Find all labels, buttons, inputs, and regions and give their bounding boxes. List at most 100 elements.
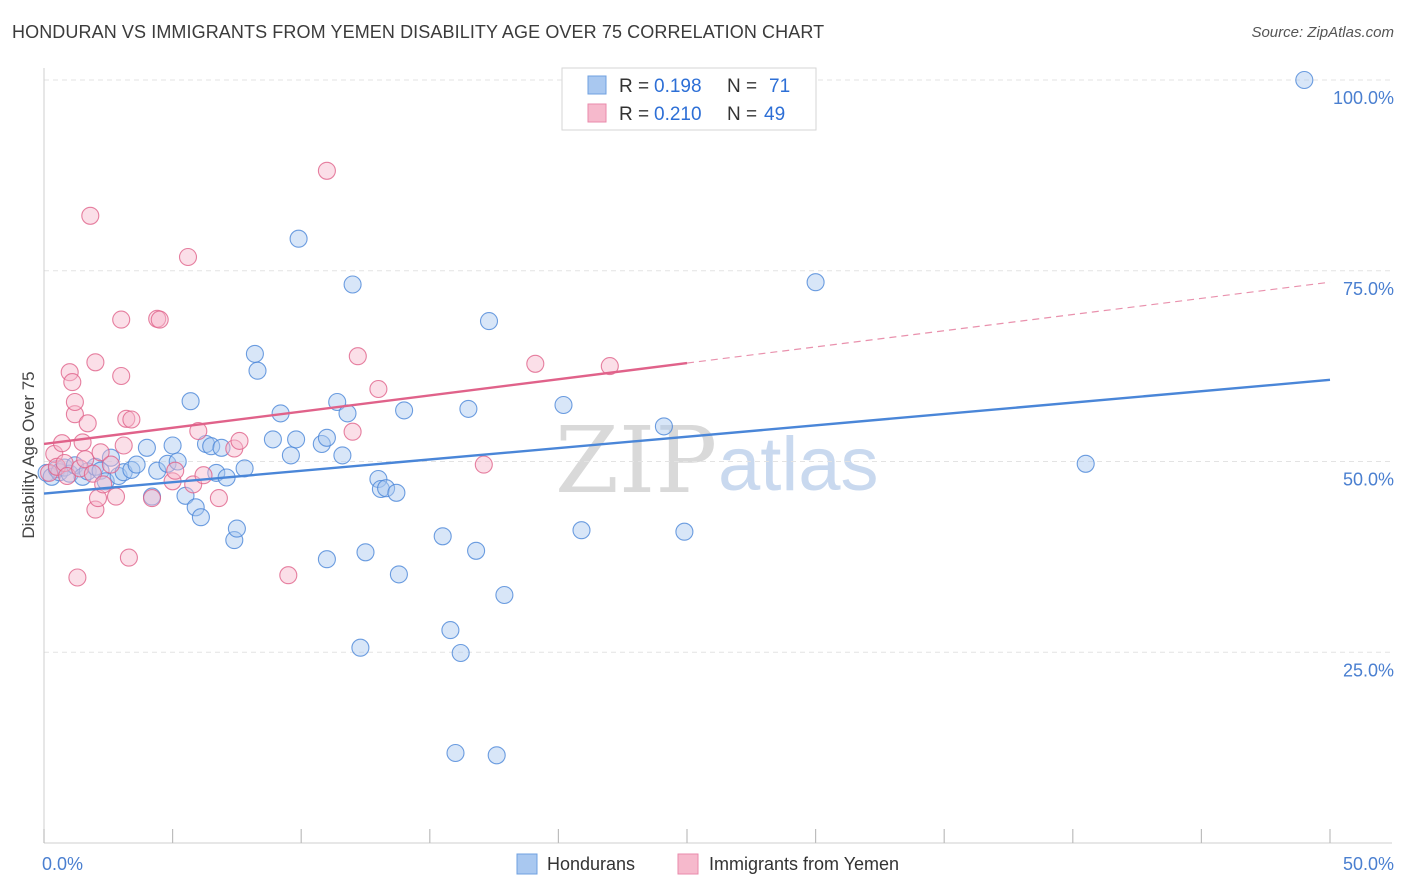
- chart-title: HONDURAN VS IMMIGRANTS FROM YEMEN DISABI…: [12, 22, 825, 42]
- legend-r-label-2: R =: [619, 104, 649, 125]
- yemen-point-14: [78, 414, 97, 433]
- yemen-point-32: [150, 310, 169, 329]
- honduran-point-58: [441, 621, 460, 640]
- honduran-point-53: [377, 479, 396, 498]
- yemen-point-17: [86, 500, 105, 519]
- honduran-point-43: [317, 428, 336, 447]
- honduran-point-36: [248, 361, 267, 380]
- yemen-point-44: [343, 422, 362, 441]
- yemen-point-28: [119, 548, 138, 567]
- yemen-point-12: [73, 433, 92, 452]
- legend-n-label: N =: [727, 76, 757, 97]
- honduran-point-48: [343, 275, 362, 294]
- y-axis-label: Disability Age Over 75: [19, 371, 38, 538]
- yemen-point-20: [91, 443, 110, 462]
- honduran-point-30: [212, 438, 231, 457]
- yemen-point-13: [76, 450, 95, 469]
- honduran-point-65: [495, 585, 514, 605]
- yemen-point-29: [122, 410, 141, 429]
- honduran-point-39: [281, 446, 300, 465]
- yemen-point-42: [279, 566, 298, 585]
- legend-swatch-yemen: [587, 103, 607, 123]
- y-tick-label-2: 75.0%: [1343, 279, 1394, 299]
- yemen-point-37: [189, 421, 208, 441]
- yemen-point-49: [600, 357, 619, 376]
- legend-r-value-yemen: 0.210: [654, 104, 702, 125]
- bottom-legend-swatch-yemen: [677, 853, 699, 875]
- honduran-point-67: [572, 521, 591, 540]
- watermark: ZIP atlas: [555, 407, 879, 514]
- yemen-point-9: [65, 392, 84, 412]
- yemen-point-27: [117, 409, 136, 428]
- legend-n-label-2: N =: [727, 104, 757, 125]
- yemen-point-48: [526, 354, 545, 373]
- honduran-point-70: [806, 273, 825, 292]
- legend-swatch-hondurans: [587, 75, 607, 95]
- honduran-point-57: [433, 527, 452, 546]
- honduran-point-68: [654, 417, 673, 436]
- yemen-point-35: [178, 247, 198, 267]
- bottom-legend-label-hondurans: Hondurans: [547, 854, 635, 874]
- honduran-point-16: [127, 455, 146, 474]
- y-tick-labels: 25.0% 50.0% 75.0% 100.0%: [1333, 88, 1394, 680]
- yemen-point-26: [114, 436, 133, 455]
- legend-r-label: R =: [619, 76, 649, 97]
- x-tick-labels: 0.0% 50.0%: [42, 854, 1394, 874]
- honduran-point-71: [1076, 454, 1095, 473]
- honduran-point-17: [137, 438, 156, 457]
- yemen-trend-extension: [686, 281, 1331, 364]
- honduran-point-66: [554, 395, 573, 415]
- axes: [43, 68, 1392, 844]
- honduran-point-63: [479, 312, 499, 331]
- yemen-point-30: [142, 489, 162, 508]
- yemen-point-24: [112, 310, 131, 329]
- yemen-point-46: [369, 379, 388, 399]
- yemen-point-47: [474, 455, 493, 474]
- honduran-point-69: [675, 522, 694, 541]
- honduran-point-56: [395, 401, 414, 420]
- x-tick-label-0: 0.0%: [42, 854, 83, 874]
- yemen-point-21: [94, 475, 113, 494]
- honduran-point-40: [287, 430, 306, 449]
- legend-n-value-yemen: 49: [764, 104, 785, 125]
- watermark-zip: ZIP: [555, 407, 717, 514]
- yemen-point-41: [230, 431, 249, 450]
- gridlines: [44, 79, 1392, 653]
- yemen-point-22: [101, 455, 120, 474]
- honduran-point-46: [333, 446, 352, 465]
- series-hondurans-points: [37, 70, 1314, 765]
- legend-n-value-hondurans: 71: [769, 76, 790, 97]
- trend-lines: [43, 281, 1331, 495]
- y-tick-label-0: 25.0%: [1343, 660, 1394, 680]
- honduran-point-12: [101, 448, 120, 467]
- yemen-point-34: [166, 461, 185, 480]
- honduran-point-33: [227, 519, 246, 538]
- source-label: Source: ZipAtlas.com: [1251, 24, 1394, 41]
- yemen-point-7: [63, 373, 82, 392]
- x-tick-label-1: 50.0%: [1343, 854, 1394, 874]
- legend: R = 0.198 N = 71 R = 0.210 N = 49: [561, 67, 817, 131]
- y-tick-label-1: 50.0%: [1343, 470, 1394, 490]
- honduran-trend-line: [43, 378, 1331, 495]
- honduran-point-25: [186, 498, 205, 517]
- honduran-point-35: [245, 344, 264, 363]
- honduran-point-44: [317, 550, 336, 569]
- yemen-point-25: [112, 366, 131, 386]
- yemen-point-18: [86, 353, 105, 372]
- honduran-point-64: [487, 746, 506, 765]
- honduran-point-49: [351, 638, 370, 657]
- honduran-point-32: [225, 531, 244, 550]
- honduran-point-26: [191, 508, 210, 527]
- honduran-point-50: [356, 543, 375, 562]
- bottom-legend-swatch-hondurans: [516, 853, 538, 875]
- bottom-legend: Hondurans Immigrants from Yemen: [516, 853, 899, 875]
- honduran-point-21: [163, 436, 182, 455]
- y-tick-label-3: 100.0%: [1333, 88, 1394, 108]
- bottom-legend-label-yemen: Immigrants from Yemen: [709, 854, 899, 874]
- yemen-point-10: [68, 568, 87, 587]
- yemen-point-45: [348, 347, 367, 366]
- honduran-point-72: [1295, 70, 1314, 90]
- series-yemen-points: [40, 161, 619, 587]
- honduran-point-54: [387, 483, 406, 502]
